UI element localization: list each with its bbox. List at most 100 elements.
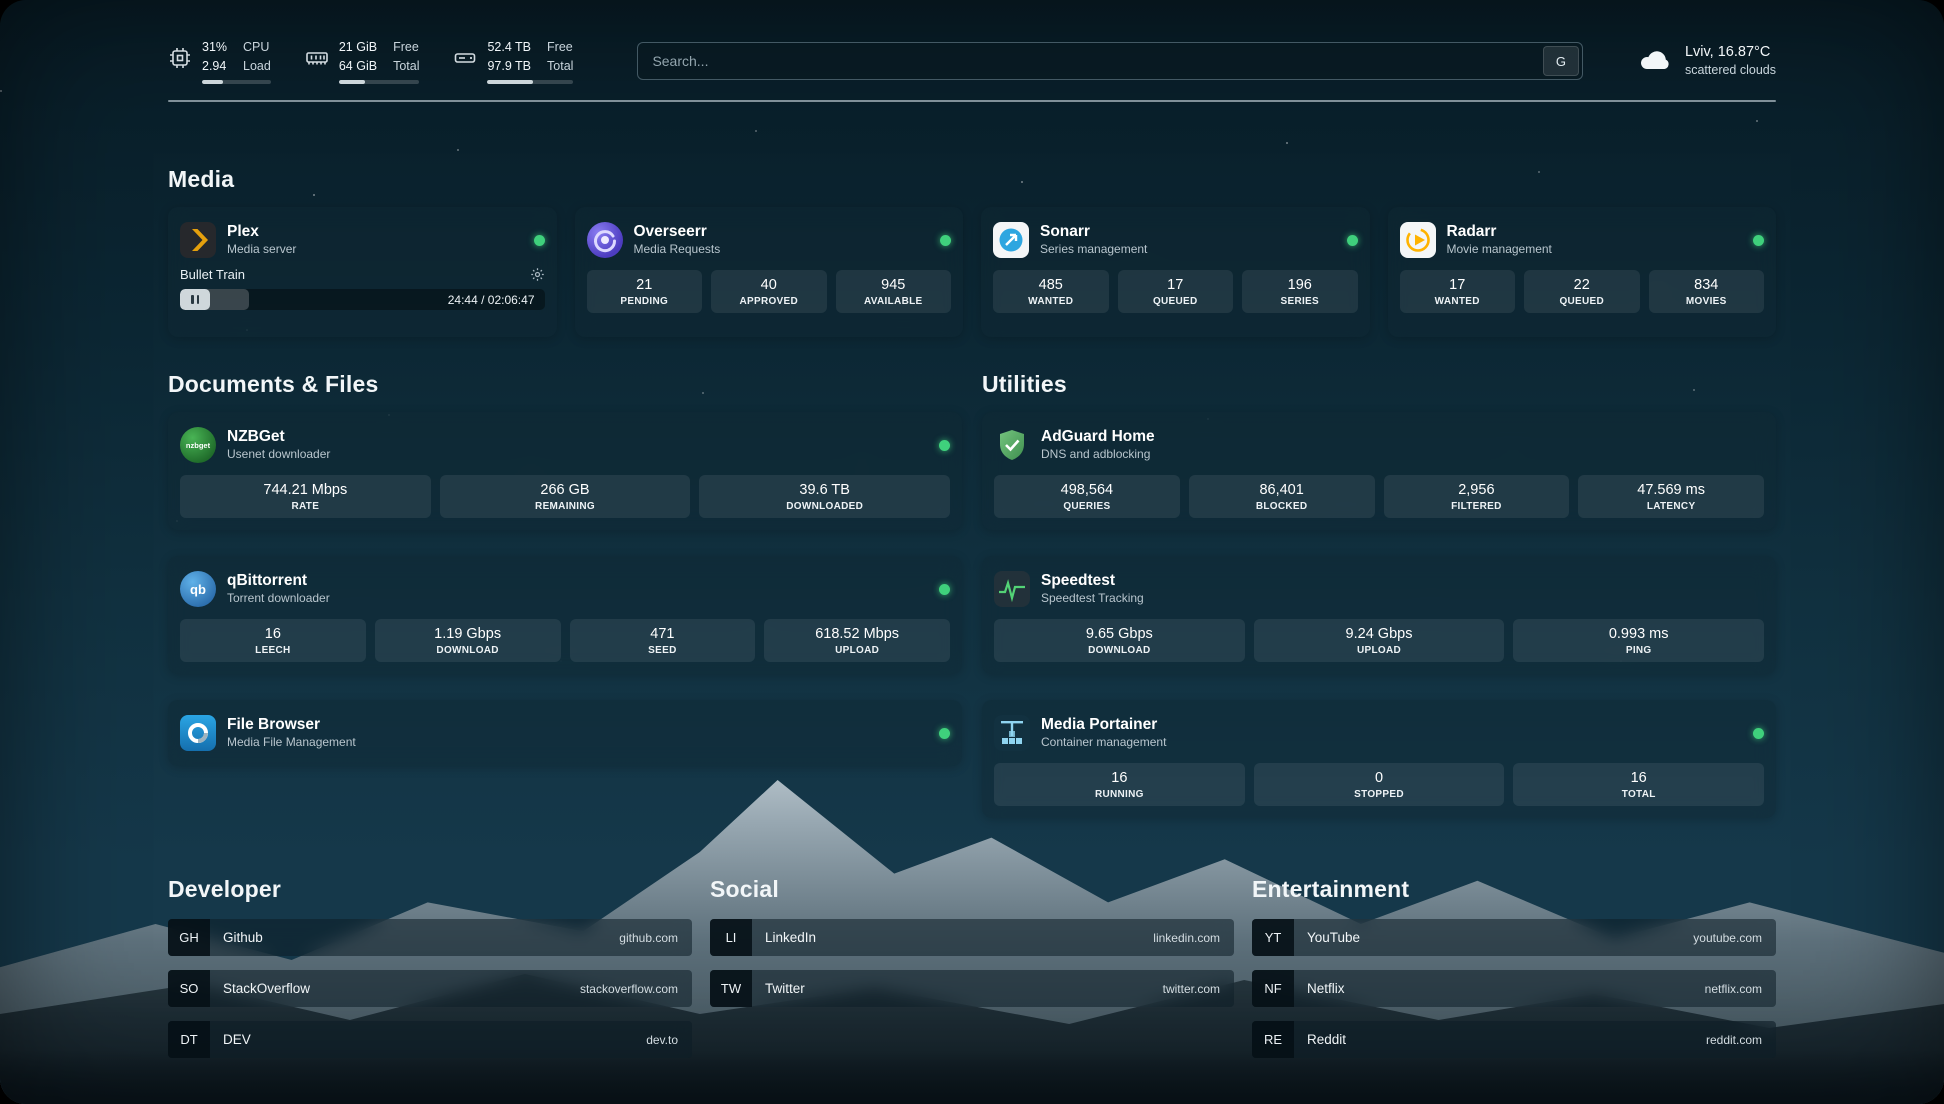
- weather-condition: scattered clouds: [1684, 63, 1776, 78]
- bookmark-github[interactable]: GH Github github.com: [168, 919, 692, 956]
- app-card-portainer[interactable]: Media Portainer Container management 16 …: [982, 700, 1776, 818]
- disk-usage-widget: 52.4 TB 97.9 TB Free Total: [453, 38, 574, 84]
- bookmark-reddit[interactable]: RE Reddit reddit.com: [1252, 1021, 1776, 1058]
- app-name: Speedtest: [1041, 572, 1116, 590]
- stat-value: 9.65 Gbps: [1085, 626, 1153, 642]
- cpu-usage-bar: [202, 79, 271, 84]
- app-name: qBittorrent: [227, 572, 308, 590]
- bookmark-youtube[interactable]: YT YouTube youtube.com: [1252, 919, 1776, 956]
- disk-label-2: Total: [547, 58, 574, 73]
- stat-value: 21: [636, 277, 653, 293]
- bookmark-abbr: TW: [710, 970, 752, 1007]
- qbittorrent-icon-text: qb: [190, 581, 206, 597]
- bookmark-abbr: SO: [168, 970, 210, 1007]
- stat-value: 1.19 Gbps: [434, 626, 502, 642]
- status-online-dot: [1753, 727, 1764, 739]
- playback-progress-bar[interactable]: 24:44 / 02:06:47: [180, 289, 545, 310]
- stat-value: 196: [1287, 277, 1312, 293]
- bookmark-url: github.com: [619, 930, 678, 945]
- app-card-filebrowser[interactable]: File Browser Media File Management: [168, 700, 962, 766]
- bookmarks-entertainment: Entertainment YT YouTube youtube.com NF …: [1252, 876, 1776, 1072]
- disk-usage-bar: [487, 79, 574, 84]
- stat-value: 17: [1449, 277, 1466, 293]
- app-name: Overseerr: [633, 223, 707, 241]
- app-name: Media Portainer: [1041, 716, 1158, 734]
- stat-tile: 1.19 Gbps DOWNLOAD: [374, 619, 561, 662]
- adguard-icon: [994, 427, 1030, 463]
- weather-location: Lviv, 16.87°C: [1684, 43, 1771, 60]
- stat-tile: 744.21 Mbps RATE: [180, 475, 431, 518]
- disk-usage-bar-fill: [487, 79, 534, 84]
- stat-value: 266 GB: [540, 482, 590, 498]
- bookmark-abbr: LI: [710, 919, 752, 956]
- app-card-qbittorrent[interactable]: qb qBittorrent Torrent downloader 16 LEE…: [168, 556, 962, 674]
- bookmark-linkedin[interactable]: LI LinkedIn linkedin.com: [710, 919, 1234, 956]
- stat-value: 16: [1630, 770, 1647, 786]
- app-subtitle: Media Requests: [633, 242, 721, 257]
- cpu-percent: 31%: [202, 40, 228, 55]
- stat-tile: 2,956 FILTERED: [1383, 475, 1570, 518]
- stat-label: DOWNLOADED: [786, 501, 864, 512]
- app-card-nzbget[interactable]: nzbget NZBGet Usenet downloader 744.21 M…: [168, 412, 962, 530]
- stat-tile: 471 SEED: [569, 619, 756, 662]
- app-name: Plex: [227, 223, 259, 241]
- cpu-icon: [168, 46, 192, 75]
- stat-tile: 0.993 ms PING: [1513, 619, 1765, 662]
- bookmark-abbr: NF: [1252, 970, 1294, 1007]
- bookmark-abbr: DT: [168, 1021, 210, 1058]
- app-card-speedtest[interactable]: Speedtest Speedtest Tracking 9.65 Gbps D…: [982, 556, 1776, 674]
- qbittorrent-icon: qb: [180, 571, 216, 607]
- stat-value: 0.993 ms: [1608, 626, 1669, 642]
- stat-label: STOPPED: [1354, 789, 1404, 800]
- section-title-utilities: Utilities: [982, 371, 1067, 397]
- bookmark-twitter[interactable]: TW Twitter twitter.com: [710, 970, 1234, 1007]
- app-card-adguard[interactable]: AdGuard Home DNS and adblocking 498,564 …: [982, 412, 1776, 530]
- bookmark-name: DEV: [223, 1032, 251, 1047]
- memory-usage-bar: [338, 79, 420, 84]
- stat-value: 471: [650, 626, 675, 642]
- section-title-media: Media: [168, 166, 235, 192]
- nzbget-icon: nzbget: [180, 427, 216, 463]
- app-card-radarr[interactable]: Radarr Movie management 17 WANTED 22 QUE…: [1387, 207, 1776, 337]
- bookmark-dev[interactable]: DT DEV dev.to: [168, 1021, 692, 1058]
- stat-label: DOWNLOAD: [1088, 645, 1151, 656]
- status-online-dot: [939, 583, 950, 595]
- search-engine-button[interactable]: G: [1542, 46, 1579, 76]
- stat-value: 834: [1694, 277, 1719, 293]
- stat-value: 618.52 Mbps: [815, 626, 900, 642]
- app-card-sonarr[interactable]: Sonarr Series management 485 WANTED 17 Q…: [981, 207, 1370, 337]
- stat-value: 22: [1573, 277, 1590, 293]
- cloud-icon: [1637, 44, 1673, 79]
- stat-label: UPLOAD: [835, 645, 880, 656]
- gear-icon[interactable]: [530, 267, 545, 282]
- app-subtitle: Movie management: [1446, 242, 1552, 257]
- stat-label: RATE: [291, 501, 320, 512]
- app-name: Sonarr: [1040, 223, 1090, 241]
- bookmark-netflix[interactable]: NF Netflix netflix.com: [1252, 970, 1776, 1007]
- app-card-plex[interactable]: Plex Media server Bullet Train: [168, 207, 557, 337]
- app-card-overseerr[interactable]: Overseerr Media Requests 21 PENDING 40 A…: [574, 207, 963, 337]
- bookmark-url: netflix.com: [1704, 981, 1762, 996]
- stat-label: WANTED: [1028, 296, 1074, 307]
- stat-value: 40: [760, 277, 777, 293]
- pause-button[interactable]: [180, 289, 210, 310]
- stat-label: MOVIES: [1685, 296, 1727, 307]
- weather-widget: Lviv, 16.87°C scattered clouds: [1637, 43, 1776, 79]
- section-title-entertainment: Entertainment: [1252, 876, 1410, 902]
- bookmarks-developer: Developer GH Github github.com SO StackO…: [168, 876, 692, 1072]
- app-name: File Browser: [227, 716, 321, 734]
- stat-label: QUERIES: [1063, 501, 1111, 512]
- stat-value: 744.21 Mbps: [263, 482, 348, 498]
- bookmark-name: LinkedIn: [765, 930, 817, 945]
- search-input[interactable]: [637, 42, 1583, 80]
- stat-tile: 0 STOPPED: [1253, 763, 1505, 806]
- app-subtitle: Torrent downloader: [227, 591, 330, 606]
- bookmark-stackoverflow[interactable]: SO StackOverflow stackoverflow.com: [168, 970, 692, 1007]
- stat-label: UPLOAD: [1356, 645, 1402, 656]
- app-name: AdGuard Home: [1041, 428, 1155, 446]
- memory-usage-widget: 21 GiB 64 GiB Free Total: [305, 38, 420, 84]
- status-online-dot: [533, 234, 545, 246]
- documents-column: Documents & Files nzbget NZBGet Usenet d…: [168, 371, 962, 818]
- stat-tile: 16 RUNNING: [994, 763, 1245, 806]
- stat-label: LEECH: [255, 645, 291, 656]
